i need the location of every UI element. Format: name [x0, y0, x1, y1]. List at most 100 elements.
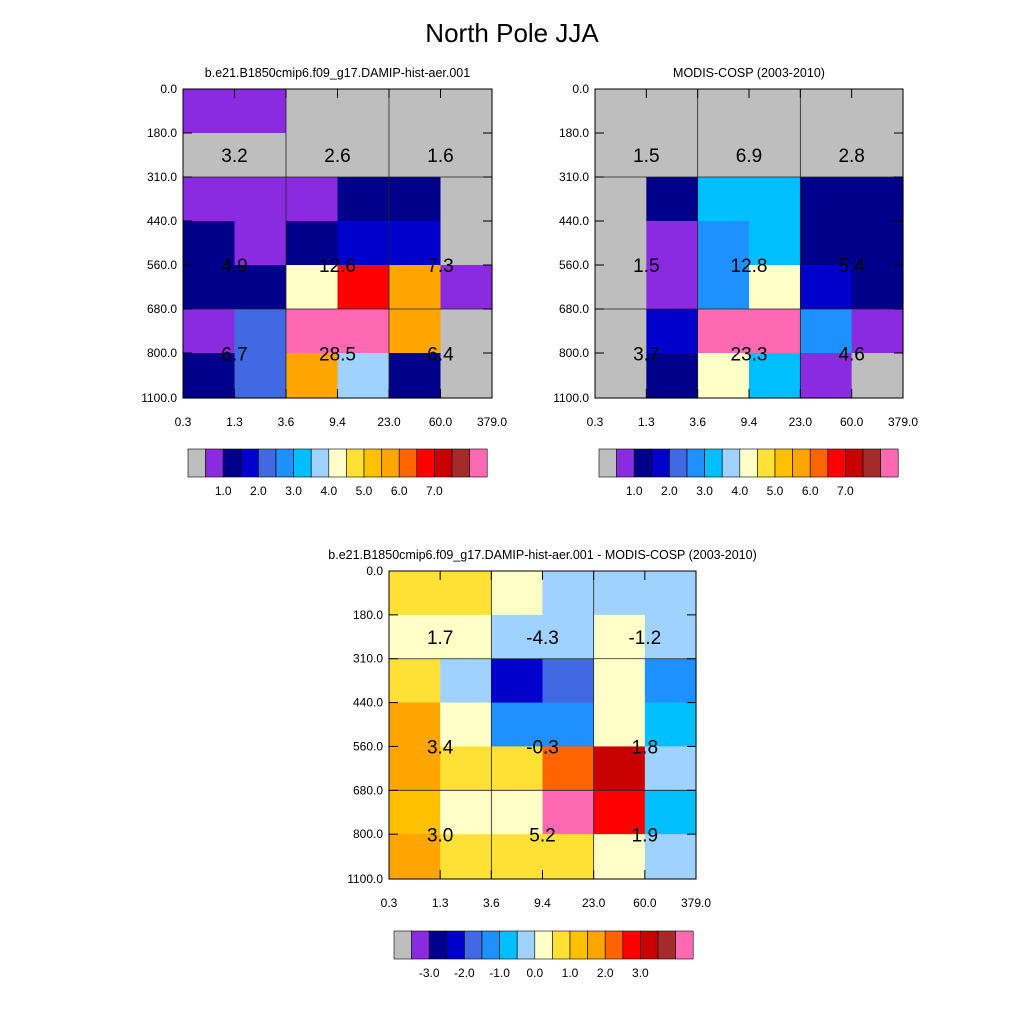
cell-value-label: 5.2 [529, 826, 555, 847]
cell-value-label: 2.6 [324, 146, 350, 167]
heatmap-cell [593, 658, 646, 704]
heatmap-cell [286, 133, 339, 178]
heatmap-cell [389, 309, 442, 354]
x-tick-label: 23.0 [582, 896, 606, 910]
heatmap-cell [389, 89, 442, 134]
heatmap-cell [644, 571, 697, 616]
heatmap-cell [595, 353, 647, 399]
cell-value-label: 3.2 [221, 146, 247, 167]
colorbar-swatch [622, 930, 641, 960]
x-tick-label: 23.0 [377, 415, 401, 429]
colorbar-swatch [469, 448, 488, 478]
heatmap-cell [389, 746, 441, 791]
heatmap-cell [593, 571, 646, 616]
cell-value-label: 12.8 [731, 256, 768, 277]
heatmap-cell [440, 834, 492, 880]
cell-value-label: 6.7 [221, 345, 247, 366]
heatmap-cell [542, 614, 595, 660]
heatmap-cell [440, 353, 493, 399]
heatmap-cell [337, 177, 390, 222]
heatmap-cell [593, 614, 646, 660]
colorbar-label: 6.0 [391, 484, 408, 498]
heatmap-cell [389, 177, 442, 222]
colorbar-swatch [434, 448, 453, 478]
heatmap-cell [697, 177, 750, 222]
colorbar-swatch [880, 448, 899, 478]
colorbar-swatch [411, 930, 430, 960]
y-tick-label: 440.0 [353, 696, 383, 710]
heatmap-cell [595, 89, 647, 134]
heatmap-cell [800, 309, 853, 354]
cell-value-label: 1.7 [427, 628, 453, 649]
x-tick-label: 1.3 [432, 896, 449, 910]
heatmap-cell [595, 133, 647, 178]
colorbar-swatch [534, 930, 553, 960]
heatmap-cell [749, 221, 801, 266]
colorbar-swatch [346, 448, 365, 478]
colorbar-swatch [633, 448, 653, 478]
heatmap-cell [234, 89, 287, 134]
y-tick-label: 310.0 [559, 170, 589, 184]
heatmap-cell [542, 702, 595, 748]
x-tick-label: 379.0 [681, 896, 711, 910]
heatmap-cell [337, 133, 390, 178]
x-tick-label: 3.6 [483, 896, 500, 910]
y-tick-label: 800.0 [147, 346, 177, 360]
heatmap-cell [749, 133, 801, 178]
y-tick-label: 800.0 [559, 346, 589, 360]
heatmap-cell [389, 353, 442, 399]
y-tick-label: 310.0 [353, 652, 383, 666]
heatmap-cell [800, 133, 853, 178]
heatmap-cell [800, 177, 853, 222]
colorbar-label: 4.0 [320, 484, 337, 498]
y-tick-label: 680.0 [559, 302, 589, 316]
heatmap-cell [440, 265, 493, 310]
colorbar-swatch [205, 448, 224, 478]
cell-value-label: -0.3 [526, 737, 559, 758]
colorbar-label: 3.0 [696, 484, 713, 498]
colorbar-label: -3.0 [419, 966, 440, 980]
colorbar-swatch [721, 448, 741, 478]
heatmap-cell [389, 658, 441, 704]
heatmap-cell [183, 265, 236, 310]
heatmap-cell [389, 702, 441, 748]
heatmap-cell [286, 309, 339, 354]
heatmap-cell [851, 89, 904, 134]
colorbar-label: 6.0 [802, 484, 819, 498]
y-tick-label: 0.0 [160, 82, 177, 96]
heatmap-cell [389, 265, 442, 310]
y-tick-label: 1100.0 [553, 391, 589, 405]
colorbar-swatch [686, 448, 705, 478]
heatmap-cell [286, 353, 339, 399]
heatmap-cell [595, 177, 647, 222]
heatmap-cell [542, 834, 595, 880]
heatmap-cell [491, 571, 544, 616]
colorbar-swatch [704, 448, 723, 478]
heatmap-cell [646, 353, 699, 399]
heatmap-cell [646, 221, 699, 266]
heatmap-cell [800, 353, 853, 399]
heatmap-cell [644, 614, 697, 660]
cell-value-label: 23.3 [731, 345, 768, 366]
heatmap-cell [593, 790, 646, 835]
colorbar-label: 1.0 [562, 966, 579, 980]
x-tick-label: 3.6 [689, 415, 706, 429]
heatmap-cell [234, 221, 287, 266]
panel-title: b.e21.B1850cmip6.f09_g17.DAMIP-hist-aer.… [328, 548, 756, 562]
x-tick-label: 1.3 [226, 415, 243, 429]
heatmap-cell [646, 89, 699, 134]
x-tick-label: 0.3 [175, 415, 192, 429]
heatmap-cell [440, 309, 493, 354]
colorbar-swatch [293, 448, 312, 478]
colorbar-swatch [827, 448, 846, 478]
y-tick-label: 560.0 [147, 258, 177, 272]
heatmap-cell [542, 571, 595, 616]
colorbar-swatch [499, 930, 518, 960]
y-tick-label: 180.0 [147, 126, 177, 140]
colorbar-swatch [862, 448, 881, 478]
x-tick-label: 9.4 [741, 415, 758, 429]
heatmap-cell [337, 221, 390, 266]
heatmap-cell [749, 265, 801, 310]
heatmap-cell [749, 309, 801, 354]
colorbar-swatch [669, 448, 688, 478]
